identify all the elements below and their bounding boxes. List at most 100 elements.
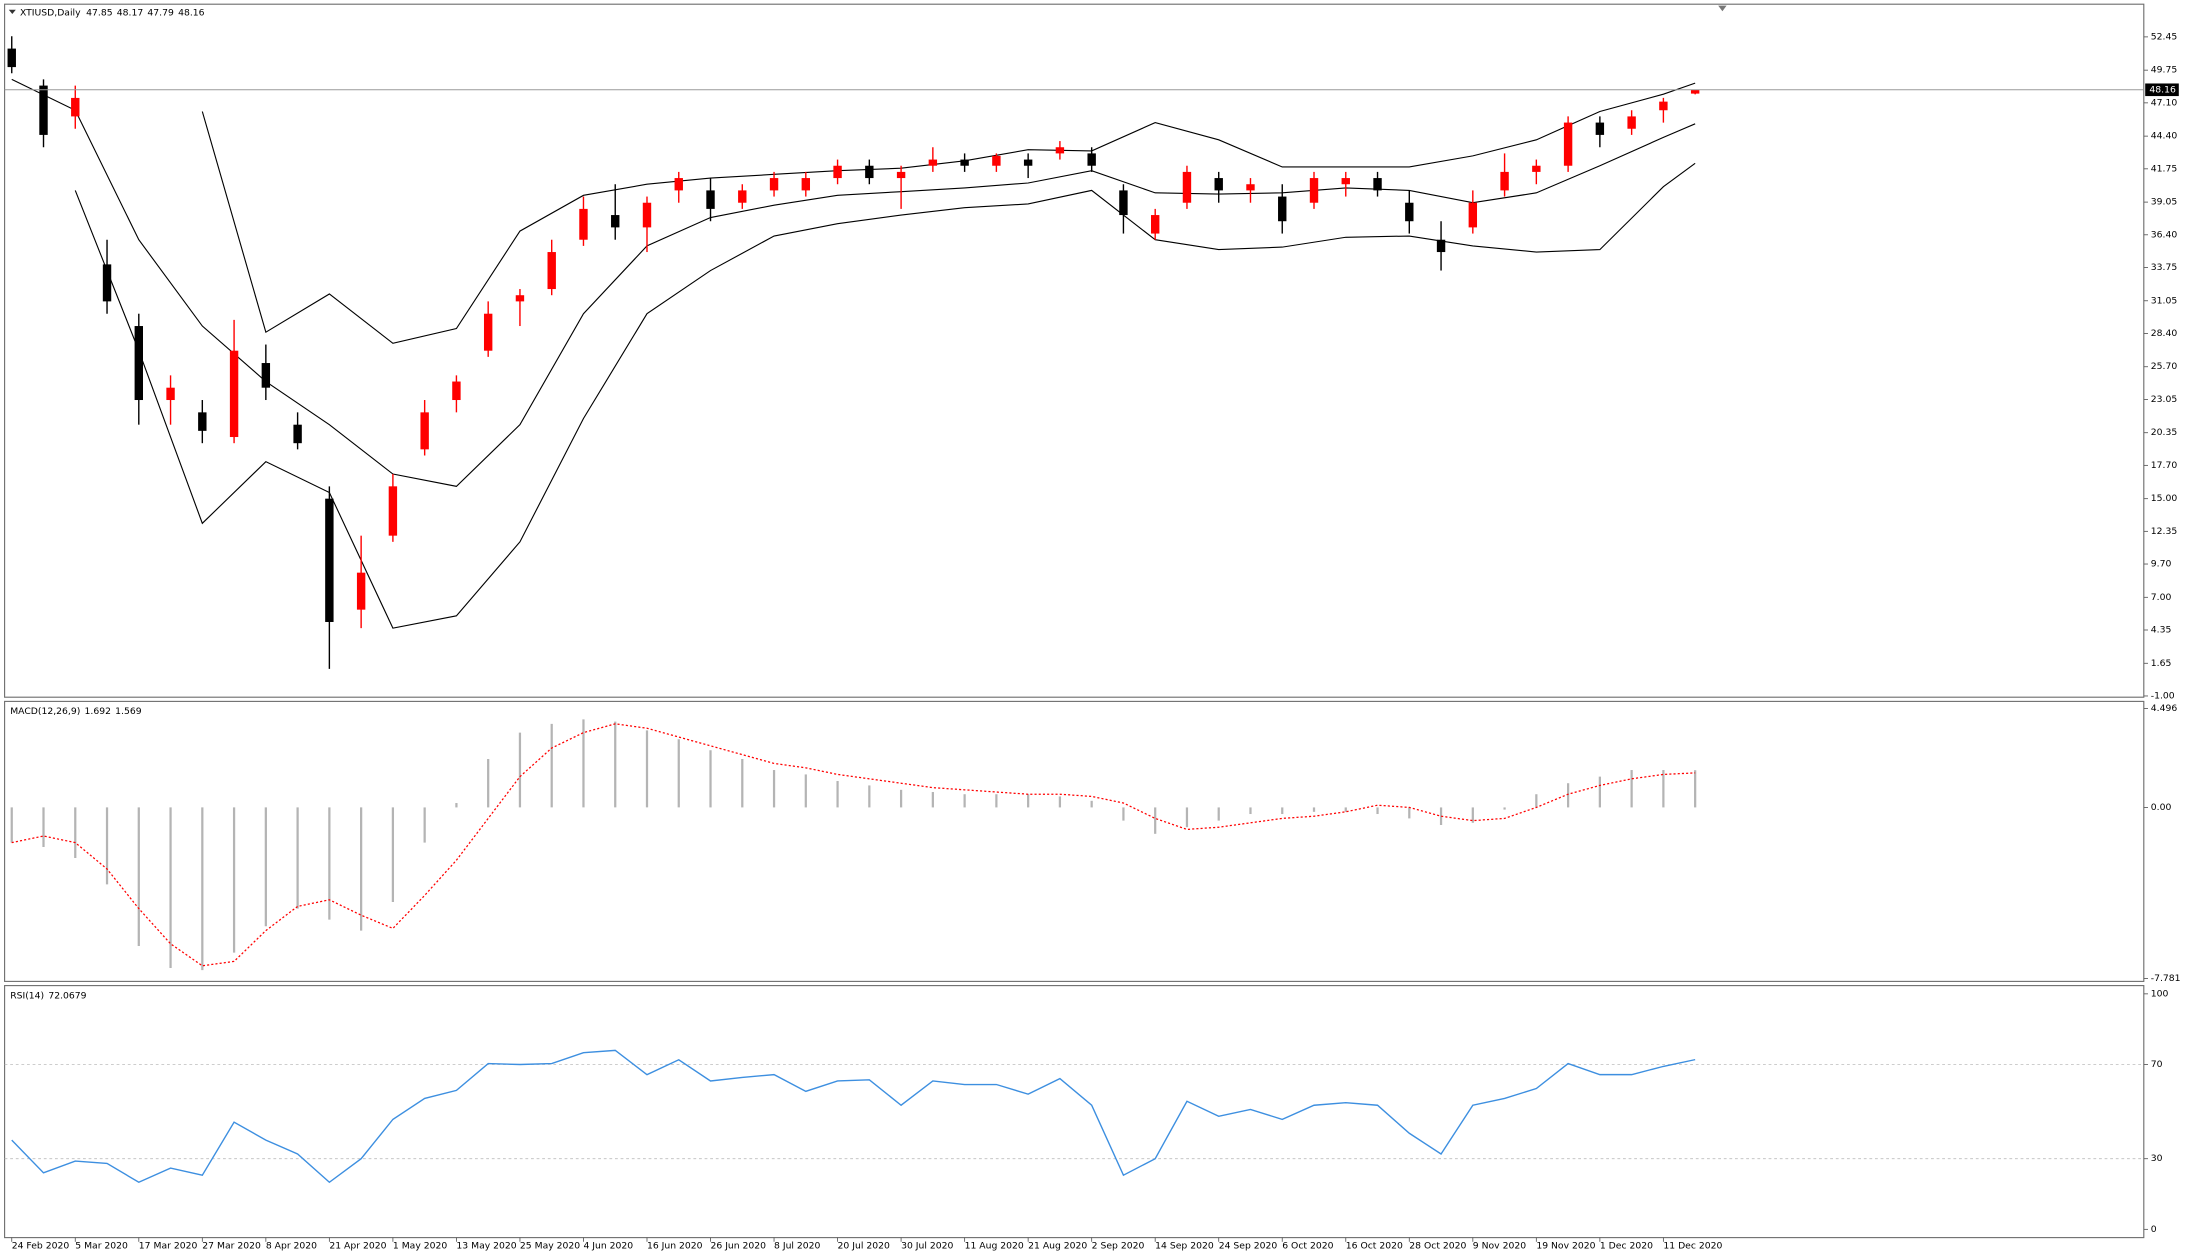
- y-tick-label: 9.70: [2151, 559, 2172, 570]
- plot-area: [10, 719, 1697, 971]
- signal-value: 1.569: [115, 706, 142, 717]
- candle-body: [515, 295, 525, 302]
- candle-body: [356, 572, 366, 610]
- candle-body: [642, 202, 652, 228]
- y-tick-label: 28.40: [2151, 328, 2178, 339]
- candle-body: [420, 412, 429, 450]
- y-tick-label: 4.496: [2151, 703, 2178, 714]
- y-tick-label: 30: [2151, 1153, 2163, 1164]
- plot-area: [4, 1049, 2144, 1184]
- candle-body: [674, 178, 683, 191]
- y-tick-label: 31.05: [2151, 295, 2178, 306]
- open-value: 47.85: [86, 7, 113, 18]
- x-tick-label: 28 Oct 2020: [1409, 1241, 1466, 1252]
- y-tick-label: 7.00: [2151, 592, 2172, 603]
- candle-body: [1214, 178, 1223, 191]
- x-tick-label: 13 May 2020: [456, 1241, 516, 1252]
- candle-body: [928, 159, 938, 166]
- x-tick-label: 24 Sep 2020: [1219, 1241, 1278, 1252]
- x-tick-label: 21 Apr 2020: [329, 1241, 386, 1252]
- candle-body: [293, 424, 302, 444]
- candle-body: [1341, 178, 1350, 185]
- y-tick-label: 47.10: [2151, 97, 2178, 108]
- candle-body: [1119, 190, 1128, 216]
- candle-body: [960, 159, 969, 166]
- candle-body: [388, 486, 398, 536]
- bollinger-band: [74, 162, 1696, 629]
- x-tick-label: 26 Jun 2020: [711, 1241, 767, 1252]
- high-value: 48.17: [117, 7, 144, 18]
- candle-body: [325, 498, 334, 622]
- candle-body: [992, 155, 1001, 166]
- candle-body: [1246, 184, 1255, 191]
- y-tick-label: 39.05: [2151, 197, 2178, 208]
- x-tick-label: 1 Dec 2020: [1600, 1241, 1653, 1252]
- candle-body: [801, 178, 811, 191]
- candle-body: [1627, 116, 1636, 129]
- candle-body: [1150, 215, 1160, 234]
- candle-body: [1532, 165, 1541, 172]
- x-tick-label: 1 May 2020: [393, 1241, 447, 1252]
- signal-line: [11, 723, 1696, 967]
- candle-body: [1055, 147, 1065, 154]
- macd-title: MACD(12,26,9): [10, 706, 80, 717]
- close-value: 48.16: [178, 7, 205, 18]
- candle-body: [1309, 178, 1319, 203]
- candle-body: [39, 85, 48, 135]
- candle-body: [1373, 178, 1382, 191]
- y-tick-label: 52.45: [2151, 31, 2178, 42]
- x-tick-label: 21 Aug 2020: [1028, 1241, 1087, 1252]
- x-tick-label: 30 Jul 2020: [901, 1241, 953, 1252]
- bollinger-band: [11, 78, 1696, 487]
- price-panel-frame: [4, 3, 2145, 698]
- symbol-icon: [8, 9, 16, 14]
- x-tick-label: 25 May 2020: [520, 1241, 580, 1252]
- candle-body: [102, 264, 112, 302]
- shift-marker: [1718, 5, 1727, 12]
- y-tick-label: 23.05: [2151, 394, 2178, 405]
- candle-body: [1405, 202, 1414, 222]
- x-tick-label: 8 Apr 2020: [266, 1241, 317, 1252]
- y-tick-label: 17.70: [2151, 460, 2178, 471]
- x-tick-label: 14 Sep 2020: [1155, 1241, 1214, 1252]
- x-tick-label: 5 Mar 2020: [75, 1241, 128, 1252]
- candle-body: [896, 171, 906, 179]
- x-tick-label: 11 Dec 2020: [1663, 1241, 1722, 1252]
- y-tick-label: 36.40: [2151, 229, 2178, 240]
- x-tick-label: 9 Nov 2020: [1473, 1241, 1526, 1252]
- candle-body: [547, 252, 556, 290]
- rsi-panel-frame: [4, 985, 2145, 1239]
- x-tick-label: 20 Jul 2020: [838, 1241, 890, 1252]
- candle-body: [1563, 122, 1573, 166]
- x-tick-label: 8 Jul 2020: [774, 1241, 821, 1252]
- x-tick-label: 16 Oct 2020: [1346, 1241, 1403, 1252]
- candle-body: [229, 350, 239, 438]
- candle-body: [1087, 153, 1096, 166]
- candle-body: [483, 313, 493, 351]
- candle-body: [738, 190, 747, 203]
- candle-body: [579, 208, 588, 240]
- y-tick-label: -1.00: [2151, 690, 2175, 701]
- candle-body: [452, 381, 461, 401]
- candle-body: [1278, 196, 1287, 222]
- last-price-label: 48.16: [2149, 84, 2176, 95]
- candle-body: [261, 363, 271, 388]
- candle-body: [1500, 171, 1509, 191]
- x-tick-label: 4 Jun 2020: [583, 1241, 633, 1252]
- y-tick-label: 41.75: [2151, 163, 2178, 174]
- candle-body: [1023, 159, 1033, 166]
- candle-body: [1659, 101, 1668, 111]
- symbol-title: XTIUSD,Daily: [20, 7, 81, 18]
- x-tick-label: 17 Mar 2020: [139, 1241, 198, 1252]
- price-header: XTIUSD,Daily 47.85 48.17 47.79 48.16: [20, 7, 205, 18]
- rsi-header: RSI(14) 72.0679: [10, 990, 86, 1001]
- y-tick-label: 0.00: [2151, 802, 2172, 813]
- y-tick-label: 100: [2151, 988, 2169, 999]
- y-tick-label: 33.75: [2151, 262, 2178, 273]
- candle-body: [865, 165, 874, 179]
- y-tick-label: 44.40: [2151, 131, 2178, 142]
- candle-body: [1182, 171, 1192, 203]
- macd-panel-frame: [4, 700, 2145, 982]
